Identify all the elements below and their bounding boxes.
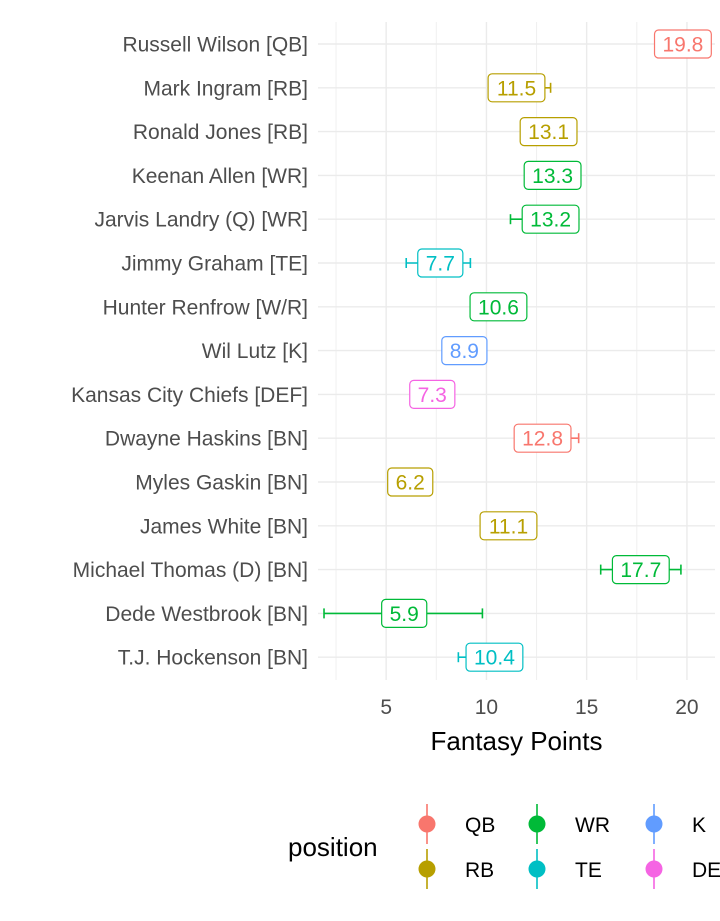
value-label: 6.2: [396, 472, 425, 495]
value-label: 17.7: [620, 559, 661, 582]
player-row: 6.2: [387, 467, 434, 497]
player-row: 7.7: [405, 248, 472, 278]
value-label-box: [381, 598, 428, 629]
value-label: 12.8: [522, 428, 563, 451]
player-name-label: Michael Thomas (D) [BN]: [73, 559, 308, 582]
x-tick-label: 5: [380, 696, 392, 719]
value-label-box: [441, 336, 488, 366]
player-name-label: Dwayne Haskins [BN]: [105, 428, 308, 451]
value-label-box: [653, 29, 712, 59]
legend-label: RB: [465, 859, 494, 882]
player-row: 8.9: [441, 336, 488, 366]
player-row: 13.2: [509, 204, 580, 234]
value-label-box: [469, 292, 528, 322]
player-name-label: Kansas City Chiefs [DEF]: [71, 384, 308, 407]
legend-key-dot: [645, 815, 663, 833]
value-label: 5.9: [390, 603, 419, 626]
player-name-label: Hunter Renfrow [W/R]: [103, 296, 308, 319]
legend-item: WR: [528, 804, 610, 844]
value-label-box: [611, 554, 670, 585]
player-row: 7.3: [409, 379, 456, 409]
value-label: 11.5: [497, 77, 536, 100]
player-row: 13.1: [519, 116, 578, 147]
legend-label: WR: [575, 814, 610, 837]
value-label-box: [479, 511, 538, 541]
legend: position QB WR K RB TE DE: [288, 804, 720, 889]
legend-item: DE: [645, 849, 720, 889]
legend-title: position: [288, 832, 378, 862]
player-row: 13.3: [523, 160, 582, 190]
legend-key-dot: [418, 815, 436, 833]
player-name-label: Ronald Jones [RB]: [133, 121, 308, 144]
player-row: 11.5: [487, 73, 552, 103]
y-axis-labels: Russell Wilson [QB] Mark Ingram [RB] Ronal…: [71, 34, 308, 670]
value-label: 13.1: [528, 121, 569, 144]
value-label-box: [521, 204, 580, 234]
player-name-label: Mark Ingram [RB]: [143, 77, 308, 100]
legend-items: QB WR K RB TE DE: [418, 804, 720, 889]
value-label: 11.1: [489, 515, 528, 538]
legend-label: DE: [692, 859, 720, 882]
legend-label: K: [692, 814, 706, 837]
legend-item: QB: [418, 804, 495, 844]
player-name-label: Wil Lutz [K]: [202, 340, 308, 363]
x-axis-ticks: 5 10 15 20: [380, 696, 698, 719]
player-row: 12.8: [513, 423, 580, 453]
legend-key-dot: [645, 860, 663, 878]
player-row: 11.1: [479, 511, 538, 541]
player-row: 17.7: [599, 554, 682, 585]
value-label: 10.4: [474, 647, 515, 670]
player-name-label: Jimmy Graham [TE]: [121, 253, 308, 276]
legend-key-dot: [528, 860, 546, 878]
x-tick-label: 20: [675, 696, 698, 719]
value-label-box: [523, 160, 582, 190]
value-label: 7.7: [426, 253, 455, 276]
player-row: 10.6: [469, 292, 528, 322]
x-tick-label: 10: [475, 696, 498, 719]
value-label: 19.8: [662, 34, 703, 57]
player-name-label: T.J. Hockenson [BN]: [118, 647, 308, 670]
player-name-label: Jarvis Landry (Q) [WR]: [94, 209, 308, 232]
player-row: 10.4: [457, 642, 524, 672]
value-label-box: [487, 73, 546, 103]
player-name-label: Keenan Allen [WR]: [132, 165, 308, 188]
player-row: 19.8: [653, 29, 712, 59]
value-label-box: [387, 467, 434, 497]
chart-rows: 19.8 11.5 13.1 13.3 13.2 7.7 10.6 8.97.3 12.8 6.2…: [323, 29, 712, 672]
value-label-box: [409, 379, 456, 409]
x-tick-label: 15: [575, 696, 598, 719]
value-label: 8.9: [450, 340, 479, 363]
value-label: 7.3: [418, 384, 447, 407]
legend-item: TE: [528, 849, 602, 889]
value-label-box: [513, 423, 572, 453]
player-name-label: James White [BN]: [140, 515, 308, 538]
legend-item: RB: [418, 849, 494, 889]
player-row: 5.9: [323, 598, 484, 629]
value-label: 10.6: [478, 296, 519, 319]
player-name-label: Myles Gaskin [BN]: [135, 472, 308, 495]
legend-key-dot: [528, 815, 546, 833]
legend-item: K: [645, 804, 706, 844]
legend-label: TE: [575, 859, 602, 882]
player-name-label: Dede Westbrook [BN]: [105, 603, 308, 626]
legend-key-dot: [418, 860, 436, 878]
value-label-box: [519, 116, 578, 147]
value-label: 13.2: [530, 209, 571, 232]
legend-label: QB: [465, 814, 495, 837]
value-label-box: [417, 248, 464, 278]
x-axis-title: Fantasy Points: [431, 726, 603, 756]
value-label: 13.3: [532, 165, 573, 188]
player-name-label: Russell Wilson [QB]: [122, 34, 308, 57]
value-label-box: [465, 642, 524, 672]
